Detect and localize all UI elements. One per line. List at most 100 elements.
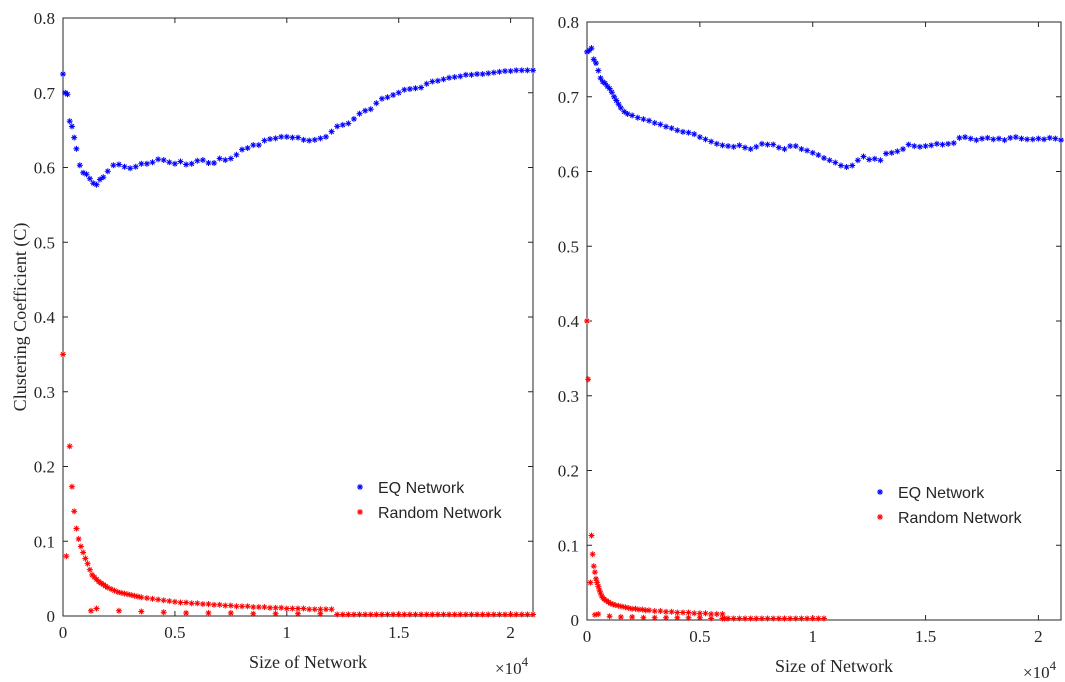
- data-point: [93, 605, 100, 612]
- data-point: [815, 615, 822, 622]
- data-point: [496, 611, 503, 618]
- x-axis-label: Size of Network: [249, 652, 367, 672]
- data-point: [668, 608, 675, 615]
- data-point: [451, 611, 458, 618]
- data-point: [334, 123, 341, 130]
- data-point: [798, 615, 805, 622]
- data-point: [708, 138, 715, 145]
- y-tick-label: 0.5: [34, 233, 55, 252]
- data-point: [412, 611, 419, 618]
- data-point: [905, 141, 912, 148]
- data-point: [250, 142, 257, 149]
- data-point: [76, 162, 83, 169]
- x-tick-label: 1.5: [388, 623, 409, 642]
- y-tick-label: 0.6: [34, 159, 55, 178]
- data-point: [742, 144, 748, 151]
- data-point: [60, 351, 66, 358]
- data-point: [367, 611, 374, 618]
- data-point: [143, 160, 150, 167]
- data-point: [758, 615, 765, 622]
- data-point: [775, 615, 782, 622]
- legend-label: Random Network: [898, 510, 1023, 527]
- data-point: [155, 596, 162, 603]
- data-point: [663, 123, 669, 130]
- data-point: [730, 615, 737, 622]
- x-tick-label: 0: [583, 627, 592, 646]
- data-point: [736, 615, 743, 622]
- data-point: [345, 120, 352, 127]
- data-point: [300, 136, 307, 143]
- data-point: [138, 608, 145, 615]
- data-point: [104, 168, 111, 175]
- right-chart: 0 0.1 0.2 0.3 0.4 0.5 0.6 0.7 0.8 0 0.5 1 1.5 2 Size o…: [558, 13, 1064, 682]
- data-point: [429, 611, 436, 618]
- data-point: [446, 74, 453, 81]
- data-point: [272, 604, 279, 611]
- data-point: [708, 615, 715, 622]
- data-point: [1035, 135, 1042, 142]
- data-point: [753, 143, 760, 150]
- data-point: [418, 84, 425, 91]
- data-point: [255, 604, 262, 611]
- data-point: [530, 67, 536, 74]
- data-point: [267, 136, 274, 143]
- x-axis-multiplier: ×104: [1023, 658, 1057, 682]
- data-point: [945, 140, 952, 147]
- data-point: [770, 141, 777, 148]
- data-point: [171, 160, 178, 167]
- data-point: [138, 594, 145, 601]
- data-point: [73, 525, 80, 532]
- y-axis-label: Clustering Coefficient (C): [10, 223, 31, 412]
- data-point: [747, 146, 754, 153]
- data-point: [457, 611, 464, 618]
- data-point: [272, 610, 279, 617]
- data-point: [68, 123, 75, 130]
- data-point: [401, 86, 408, 93]
- data-point: [594, 579, 601, 586]
- data-point: [272, 135, 279, 142]
- data-point: [696, 614, 703, 621]
- data-point: [900, 146, 906, 153]
- data-point: [588, 45, 595, 52]
- data-point: [462, 611, 469, 618]
- data-point: [585, 376, 592, 383]
- data-point: [378, 95, 385, 102]
- y-tick-label: 0.5: [558, 237, 579, 256]
- data-point: [634, 114, 641, 121]
- data-point: [138, 160, 145, 167]
- data-point: [713, 140, 720, 147]
- data-point: [68, 483, 75, 490]
- data-point: [429, 78, 436, 85]
- data-point: [736, 142, 743, 149]
- data-point: [651, 119, 658, 126]
- data-point: [967, 135, 974, 142]
- data-point: [507, 68, 514, 75]
- data-point: [127, 165, 134, 172]
- data-point: [87, 607, 94, 614]
- plot-area-border: [586, 21, 1062, 621]
- data-point: [205, 610, 212, 617]
- data-point: [384, 94, 391, 101]
- legend-marker: [877, 514, 883, 520]
- data-point: [507, 611, 514, 618]
- data-point: [121, 163, 128, 170]
- data-point: [440, 611, 447, 618]
- data-point: [821, 615, 827, 622]
- data-point: [916, 143, 923, 150]
- x-axis-label: Size of Network: [775, 656, 893, 676]
- data-point: [530, 611, 536, 618]
- data-point: [990, 136, 997, 143]
- data-point: [250, 610, 257, 617]
- data-point: [513, 611, 520, 618]
- data-point: [356, 110, 363, 117]
- data-point: [608, 89, 615, 96]
- data-point: [496, 68, 503, 75]
- y-tick-label: 0.2: [558, 462, 579, 481]
- data-point: [702, 136, 709, 143]
- data-point: [350, 611, 357, 618]
- data-point: [490, 611, 497, 618]
- data-point: [211, 160, 218, 167]
- data-point: [77, 543, 84, 550]
- y-tick-label: 0.7: [558, 88, 580, 107]
